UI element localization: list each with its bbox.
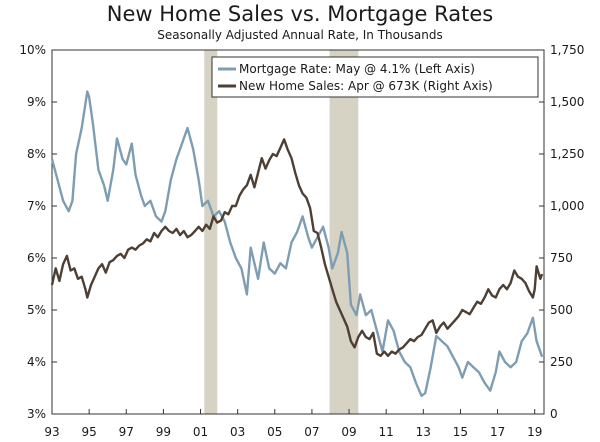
right-axis-tick-label: 750 (550, 251, 573, 265)
left-axis-tick-label: 3% (27, 407, 46, 421)
right-axis-tick-label: 1,500 (550, 95, 584, 109)
plot-frame (51, 49, 545, 415)
left-axis-tick-label: 4% (27, 355, 46, 369)
x-axis-tick-label: 17 (490, 425, 505, 439)
left-axis-tick-label: 9% (27, 95, 46, 109)
new-home-sales-line (50, 138, 544, 357)
mortgage-rate-line (50, 90, 544, 397)
x-axis-tick-label: 11 (379, 425, 394, 439)
left-axis-tick-label: 7% (27, 199, 46, 213)
x-axis-tick-label: 93 (44, 425, 59, 439)
recession-band-1 (329, 50, 359, 414)
right-axis-tick-label: 1,000 (550, 199, 584, 213)
x-axis-tick-label: 95 (81, 425, 96, 439)
x-axis-tick-label: 97 (119, 425, 134, 439)
x-axis-tick-label: 15 (453, 425, 468, 439)
x-axis-tick-label: 19 (527, 425, 542, 439)
chart-subtitle: Seasonally Adjusted Annual Rate, In Thou… (157, 28, 443, 42)
legend-label: New Home Sales: Apr @ 673K (Right Axis) (239, 79, 493, 93)
x-axis-tick-label: 13 (416, 425, 431, 439)
left-axis-tick-label: 6% (27, 251, 46, 265)
right-axis-tick-label: 500 (550, 303, 573, 317)
legend-label: Mortgage Rate: May @ 4.1% (Left Axis) (239, 62, 475, 76)
x-axis-tick-label: 01 (193, 425, 208, 439)
x-axis-tick-label: 05 (267, 425, 282, 439)
right-axis-tick-label: 1,750 (550, 43, 584, 57)
left-axis-tick-label: 5% (27, 303, 46, 317)
left-axis-tick-label: 8% (27, 147, 46, 161)
right-axis-tick-label: 0 (550, 407, 558, 421)
recession-band-0 (204, 50, 218, 414)
x-axis-tick-label: 07 (304, 425, 319, 439)
legend-box (211, 56, 539, 98)
right-axis-tick-label: 1,250 (550, 147, 584, 161)
x-axis-tick-label: 99 (156, 425, 171, 439)
right-axis-tick-label: 250 (550, 355, 573, 369)
x-axis-tick-label: 09 (341, 425, 356, 439)
left-axis-tick-label: 10% (19, 43, 46, 57)
chart-title: New Home Sales vs. Mortgage Rates (106, 2, 494, 26)
x-axis-tick-label: 03 (230, 425, 245, 439)
